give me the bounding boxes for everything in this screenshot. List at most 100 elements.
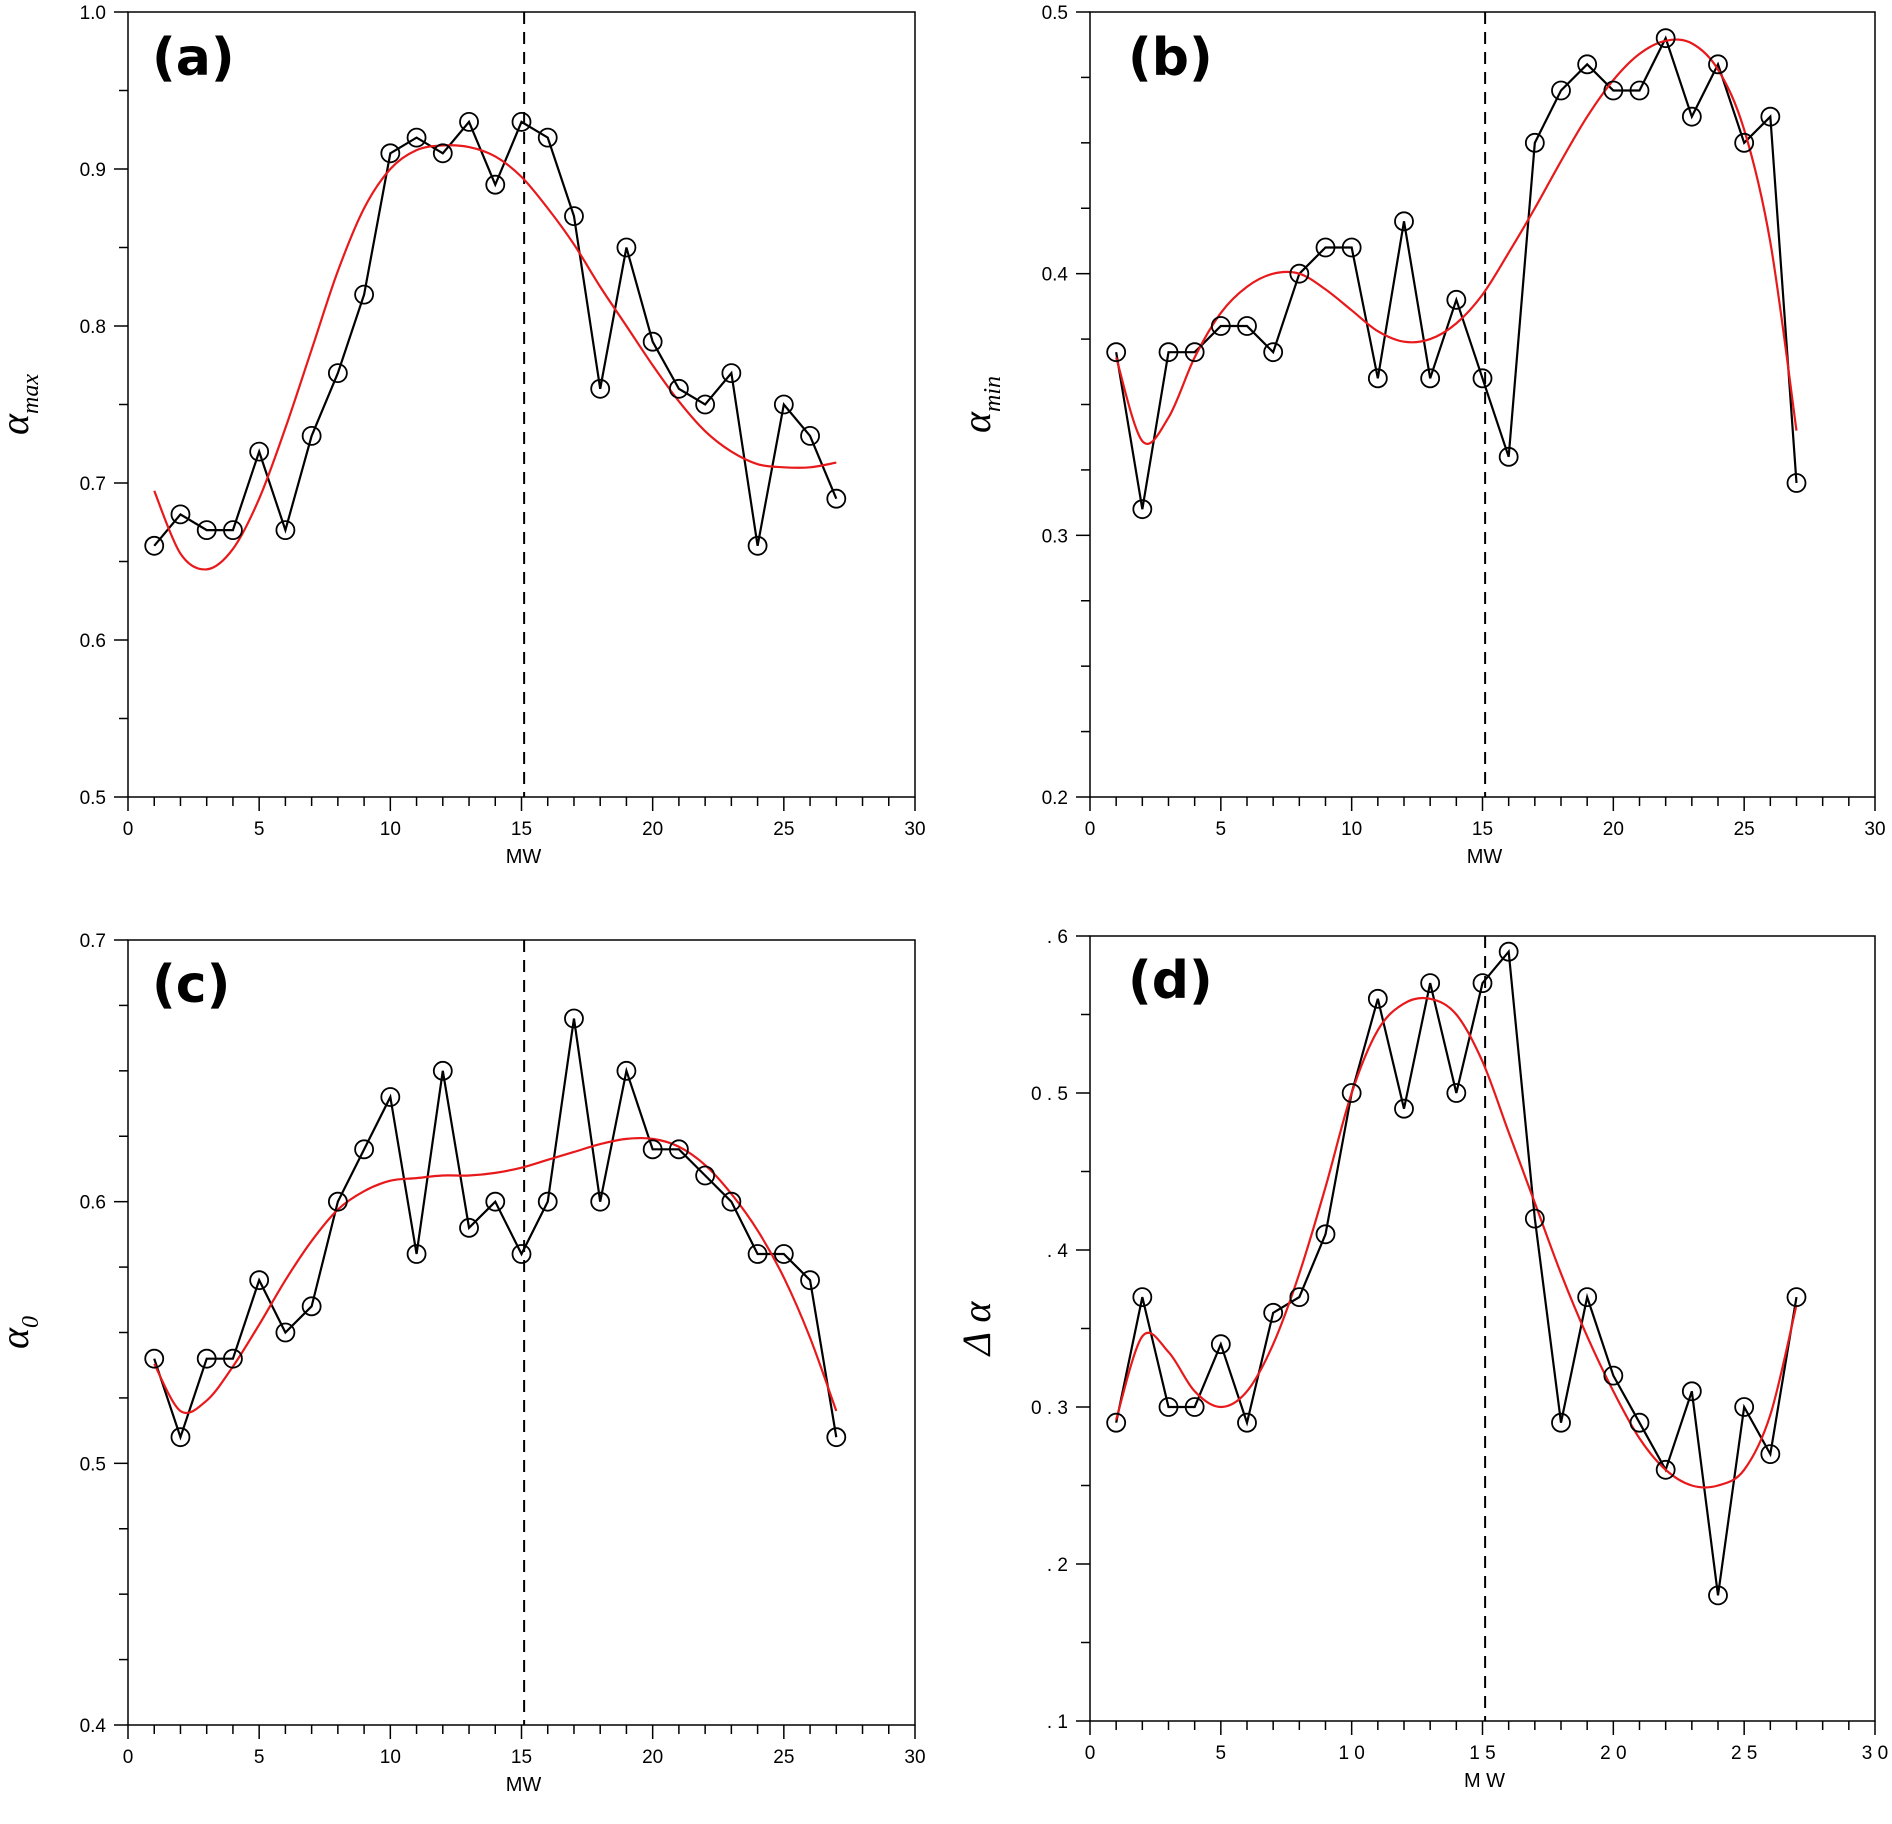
data-point [1603,1365,1624,1386]
data-point [616,1060,637,1081]
x-tick-label: 5 [254,1747,265,1768]
data-point [301,1296,322,1317]
y-tick-label: 0.2 [1042,788,1068,809]
data-point [642,1139,663,1160]
x-tick-label: 15 [1472,819,1493,840]
data-point [642,331,663,352]
data-point [459,1217,479,1238]
data-point [459,112,479,132]
data-point [1394,211,1414,232]
data-point [275,520,296,540]
data-point [1655,28,1676,49]
data-point [1210,1334,1231,1355]
y-axis-title: Δ α [954,1301,999,1358]
data-point [1551,80,1571,101]
data-point [747,535,768,556]
data-point [1786,473,1807,493]
x-tick-label: 0 [1085,1743,1096,1764]
chart-a-svg: 0 5 10 15 20 25 30 0.5 0.6 0.7 0.8 0.9 1.0 MW αmax (a) [0,3,926,868]
x-tick-label: 0 [123,1747,134,1768]
y-tick-label: 0.6 [80,631,106,652]
data-point [537,1191,558,1212]
data-point [327,1191,348,1212]
data-point [800,1270,820,1291]
data-point [1760,1444,1781,1464]
data-point [1263,1302,1284,1323]
data-point [223,520,243,540]
data-point [669,1139,689,1160]
panel-a: 0 5 10 15 20 25 30 0.5 0.6 0.7 0.8 0.9 1.0 MW αmax (a) [0,0,946,912]
panel-label: (a) [152,28,235,88]
data-point [1577,1287,1598,1308]
y-tick-label: . 2 [1047,1555,1068,1576]
data-point [301,425,322,446]
data-point [1289,1287,1310,1308]
y-tick-label: 0.7 [80,474,106,495]
data-point [380,143,401,164]
x-tick-label: 0 [1085,819,1096,840]
y-tick-label: 0.9 [80,160,106,181]
y-tick-label: 0.3 [1042,526,1068,547]
y-tick-label: 0 . 3 [1031,1398,1068,1419]
data-point [170,1427,191,1448]
data-point [1734,1397,1755,1417]
x-tick-label: 25 [773,819,794,840]
panel-b: 0 5 10 15 20 25 30 0.2 0.3 0.4 0.5 MW αmin (b) [946,0,1892,912]
data-point [747,1244,768,1264]
data-point [590,1191,611,1212]
x-axis-title: M W [1464,1770,1505,1792]
y-axis-symbol: Δ α [954,1301,999,1358]
data-point [616,237,637,258]
fit-curve [1115,38,1798,445]
data-point [1315,1224,1336,1245]
fit-curve [153,1136,838,1415]
data-point [669,378,689,399]
data-point [1210,316,1231,336]
data-point [144,1348,165,1369]
x-tick-label: 2 5 [1731,1743,1757,1764]
x-tick-label: 30 [904,819,925,840]
y-tick-label: 1.0 [80,3,106,24]
x-tick-label: 30 [904,1747,925,1768]
data-point [223,1348,243,1369]
x-tick-label: 10 [380,1747,401,1768]
y-axis-subscript: max [18,374,44,414]
data-point [800,425,820,446]
data-point [249,1270,270,1291]
chart-d-svg: 0 5 1 0 1 5 2 0 2 5 3 0 . 1 . 2 0 . 3 . 4 0 . 5 . 6 M… [954,927,1888,1792]
x-tick-label: 20 [1603,819,1624,840]
data-point [564,206,584,227]
data-point [275,1322,296,1343]
data-point [1341,1083,1362,1103]
data-point [511,112,532,132]
y-axis-title: αmin [954,376,1006,433]
data-point [511,1244,532,1264]
data-point [773,394,794,415]
data-point [537,127,558,148]
data-point [1734,132,1755,153]
x-tick-label: 2 0 [1600,1743,1626,1764]
data-point [1472,368,1493,389]
y-tick-label: 0.4 [80,1716,107,1737]
panel-label: (d) [1128,951,1213,1011]
y-axis-subscript: min [980,376,1006,412]
data-point [1472,973,1493,993]
data-point [1708,1585,1728,1606]
data-point [1786,1287,1807,1308]
y-tick-label: . 1 [1047,1712,1068,1733]
data-point [1367,988,1388,1009]
data-point [1681,1381,1702,1402]
data-point [1446,289,1467,310]
data-point [1367,368,1388,389]
x-tick-label: 20 [642,1747,663,1768]
data-point [773,1244,794,1264]
data-point [564,1008,584,1029]
data-point [354,1139,375,1160]
y-axis-title: α0 [0,1316,44,1349]
data-point [1106,1412,1127,1433]
data-point [1629,80,1650,101]
data-point [432,143,453,164]
data-point [1237,316,1257,336]
data-line [153,1018,838,1441]
